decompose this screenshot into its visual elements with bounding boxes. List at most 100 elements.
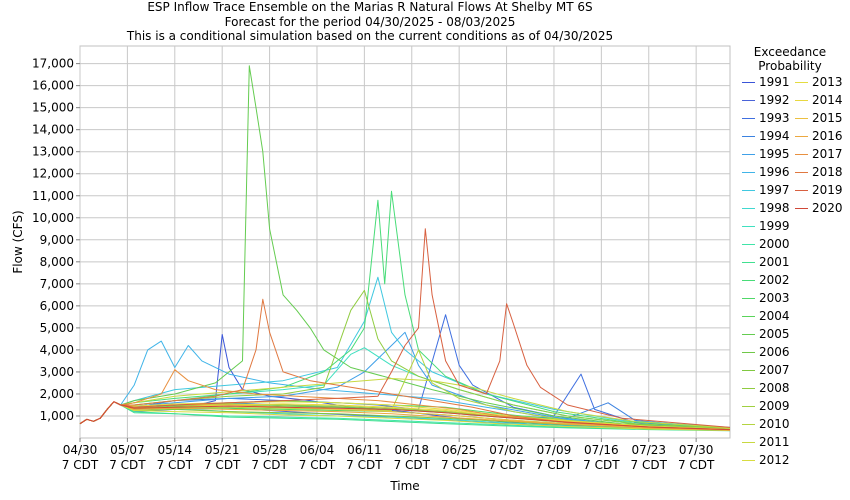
legend-label: 1999 — [759, 219, 790, 233]
series-lines — [79, 65, 731, 432]
legend-swatch — [742, 82, 755, 83]
y-tick-label: 10,000 — [32, 211, 74, 225]
legend-item-2001: 2001 — [742, 255, 790, 269]
y-tick-label: 8,000 — [40, 255, 74, 269]
y-tick-label: 3,000 — [40, 365, 74, 379]
y-tick-label: 6,000 — [40, 299, 74, 313]
legend-item-1996: 1996 — [742, 165, 790, 179]
legend-swatch — [742, 118, 755, 119]
legend-swatch — [742, 262, 755, 263]
x-tick-label: 05/28 — [252, 443, 287, 457]
legend-swatch — [742, 154, 755, 155]
legend-swatch — [742, 370, 755, 371]
legend-title-probability: Probability — [758, 59, 822, 73]
x-tick-sublabel: 7 CDT — [109, 458, 146, 472]
legend-item-2012: 2012 — [742, 453, 790, 467]
legend-item-2007: 2007 — [742, 363, 790, 377]
x-tick-label: 07/09 — [537, 443, 572, 457]
x-tick-sublabel: 7 CDT — [299, 458, 336, 472]
x-tick-sublabel: 7 CDT — [536, 458, 573, 472]
legend-swatch — [742, 424, 755, 425]
x-tick-sublabel: 7 CDT — [678, 458, 715, 472]
x-tick-sublabel: 7 CDT — [251, 458, 288, 472]
x-tick-label: 06/18 — [394, 443, 429, 457]
grid — [79, 46, 730, 438]
x-tick-label: 07/30 — [679, 443, 714, 457]
legend-swatch — [742, 244, 755, 245]
legend-label: 2005 — [759, 327, 790, 341]
chart-subtitle-conditions: This is a conditional simulation based o… — [126, 29, 614, 43]
legend-label: 2003 — [759, 291, 790, 305]
legend-label: 2000 — [759, 237, 790, 251]
legend-item-2003: 2003 — [742, 291, 790, 305]
x-tick-sublabel: 7 CDT — [346, 458, 383, 472]
legend-item-2010: 2010 — [742, 417, 790, 431]
legend-label: 1993 — [759, 111, 790, 125]
legend-item-1994: 1994 — [742, 129, 790, 143]
legend-item-2020: 2020 — [795, 201, 843, 215]
x-tick-label: 05/07 — [110, 443, 145, 457]
legend-item-2013: 2013 — [795, 75, 843, 89]
chart-title: ESP Inflow Trace Ensemble on the Marias … — [147, 0, 593, 14]
x-tick-sublabel: 7 CDT — [157, 458, 194, 472]
legend-swatch — [795, 190, 808, 191]
x-tick-label: 05/14 — [157, 443, 192, 457]
legend-label: 1991 — [759, 75, 790, 89]
legend-item-2008: 2008 — [742, 381, 790, 395]
x-tick-sublabel: 7 CDT — [488, 458, 525, 472]
y-tick-label: 15,000 — [32, 101, 74, 115]
y-axis-label: Flow (CFS) — [11, 210, 25, 273]
legend-item-2004: 2004 — [742, 309, 790, 323]
legend-label: 1997 — [759, 183, 790, 197]
legend-item-1998: 1998 — [742, 201, 790, 215]
legend-item-1991: 1991 — [742, 75, 790, 89]
x-tick-sublabel: 7 CDT — [441, 458, 478, 472]
legend-item-1997: 1997 — [742, 183, 790, 197]
legend-swatch — [742, 316, 755, 317]
legend-swatch — [795, 136, 808, 137]
legend-label: 2007 — [759, 363, 790, 377]
x-tick-label: 05/21 — [205, 443, 240, 457]
legend-label: 2013 — [812, 75, 843, 89]
legend-swatch — [795, 100, 808, 101]
legend-label: 2020 — [812, 201, 843, 215]
legend-item-2006: 2006 — [742, 345, 790, 359]
y-tick-label: 17,000 — [32, 57, 74, 71]
chart-subtitle-period: Forecast for the period 04/30/2025 - 08/… — [224, 15, 516, 29]
x-tick-sublabel: 7 CDT — [631, 458, 668, 472]
legend-label: 2001 — [759, 255, 790, 269]
legend-label: 1995 — [759, 147, 790, 161]
x-tick-label: 04/30 — [63, 443, 98, 457]
legend-swatch — [742, 460, 755, 461]
legend-label: 2010 — [759, 417, 790, 431]
y-tick-label: 11,000 — [32, 189, 74, 203]
x-tick-label: 06/11 — [347, 443, 382, 457]
y-tick-label: 16,000 — [32, 79, 74, 93]
legend-swatch — [742, 352, 755, 353]
legend-label: 2008 — [759, 381, 790, 395]
y-tick-label: 1,000 — [40, 409, 74, 423]
legend-swatch — [795, 172, 808, 173]
legend-label: 2012 — [759, 453, 790, 467]
legend-label: 2015 — [812, 111, 843, 125]
x-tick-label: 06/04 — [300, 443, 335, 457]
legend-item-1999: 1999 — [742, 219, 790, 233]
plot-area — [79, 45, 731, 439]
legend-swatch — [742, 208, 755, 209]
legend-label: 2016 — [812, 129, 843, 143]
x-tick-sublabel: 7 CDT — [394, 458, 431, 472]
series-line-2020 — [79, 401, 731, 431]
legend-item-2005: 2005 — [742, 327, 790, 341]
legend-swatch — [742, 388, 755, 389]
x-tick-label: 07/16 — [584, 443, 619, 457]
legend-label: 2004 — [759, 309, 790, 323]
legend-item-2015: 2015 — [795, 111, 843, 125]
legend-label: 2002 — [759, 273, 790, 287]
legend-item-2002: 2002 — [742, 273, 790, 287]
legend-label: 2006 — [759, 345, 790, 359]
y-tick-label: 7,000 — [40, 277, 74, 291]
x-axis-label: Time — [389, 479, 419, 493]
x-tick-sublabel: 7 CDT — [583, 458, 620, 472]
legend-swatch — [795, 82, 808, 83]
